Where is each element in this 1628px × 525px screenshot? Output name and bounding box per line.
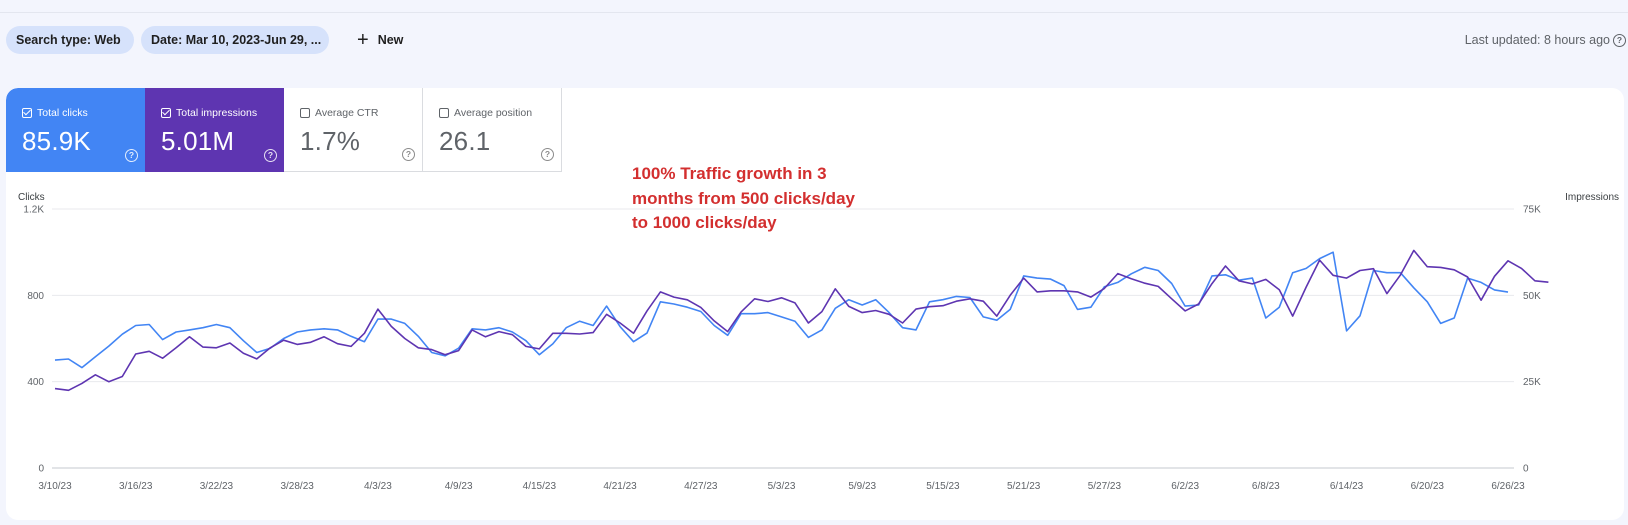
x-tick-label: 5/3/23 [768,481,796,492]
x-tick-label: 5/15/23 [926,481,960,492]
impressions-series-line [54,249,1549,392]
right-tick-label: 0 [1523,464,1529,475]
checkbox-icon[interactable] [439,108,449,118]
new-filter-label: New [377,33,404,47]
performance-card: Total clicks 85.9K ? Total impressions 5… [6,88,1624,520]
metric-average-ctr[interactable]: Average CTR 1.7% ? [284,88,423,172]
x-tick-label: 6/8/23 [1252,481,1280,492]
x-tick-label: 4/21/23 [603,481,637,492]
left-tick-label: 400 [27,377,44,388]
metric-label: Average position [454,107,533,119]
checkbox-icon[interactable] [22,108,32,118]
help-icon[interactable]: ? [125,149,138,162]
metric-label: Total clicks [37,107,88,119]
right-axis-title: Impressions [1565,192,1619,203]
left-tick-label: 1.2K [23,205,44,216]
left-tick-label: 0 [38,464,44,475]
new-filter-button[interactable]: + New [357,26,403,54]
x-tick-label: 3/10/23 [38,481,72,492]
date-range-label: Date: Mar 10, 2023-Jun 29, ... [151,33,322,47]
filter-bar: Search type: Web Date: Mar 10, 2023-Jun … [0,26,1628,54]
metric-label: Total impressions [176,107,258,119]
right-tick-label: 50K [1523,291,1541,302]
left-tick-label: 800 [27,291,44,302]
x-tick-label: 6/14/23 [1330,481,1364,492]
date-range-chip[interactable]: Date: Mar 10, 2023-Jun 29, ... [141,26,329,54]
growth-annotation: 100% Traffic growth in 3 months from 500… [632,164,855,232]
performance-chart[interactable]: 0 0 400 25K 800 50K 1.2K 75K 3/10/23 3/16/23 3/22/… [6,88,1624,520]
metric-value: 85.9K [22,126,91,156]
x-tick-label: 6/20/23 [1411,481,1445,492]
search-type-chip[interactable]: Search type: Web [6,26,134,54]
search-type-label: Search type: Web [16,33,121,47]
help-icon[interactable]: ? [402,148,415,161]
x-tick-label: 3/22/23 [200,481,234,492]
metric-value: 26.1 [439,126,491,156]
x-tick-label: 5/9/23 [848,481,876,492]
metric-value: 5.01M [161,126,235,156]
x-tick-label: 4/9/23 [445,481,473,492]
metric-average-position[interactable]: Average position 26.1 ? [423,88,562,172]
help-icon[interactable]: ? [264,149,277,162]
checkbox-icon[interactable] [300,108,310,118]
help-icon[interactable]: ? [541,148,554,161]
x-tick-label: 6/26/23 [1491,481,1525,492]
x-tick-label: 3/16/23 [119,481,153,492]
clicks-series-line [54,251,1509,369]
metric-label: Average CTR [315,107,379,119]
x-tick-label: 3/28/23 [280,481,314,492]
x-tick-label: 5/21/23 [1007,481,1041,492]
x-tick-label: 6/2/23 [1171,481,1199,492]
x-tick-label: 5/27/23 [1088,481,1122,492]
metric-value: 1.7% [300,126,361,156]
help-icon[interactable]: ? [1613,33,1626,47]
metric-total-impressions[interactable]: Total impressions 5.01M ? [145,88,284,172]
last-updated: Last updated: 8 hours ago ? [1465,26,1626,54]
left-axis-title: Clicks [18,192,45,203]
top-divider [0,12,1628,13]
x-tick-label: 4/3/23 [364,481,392,492]
plus-icon: + [357,29,369,51]
last-updated-text: Last updated: 8 hours ago [1464,33,1610,47]
right-tick-label: 75K [1523,205,1541,216]
checkbox-icon[interactable] [161,108,171,118]
right-tick-label: 25K [1523,377,1541,388]
metric-total-clicks[interactable]: Total clicks 85.9K ? [6,88,145,172]
x-tick-label: 4/27/23 [684,481,718,492]
x-tick-label: 4/15/23 [523,481,557,492]
